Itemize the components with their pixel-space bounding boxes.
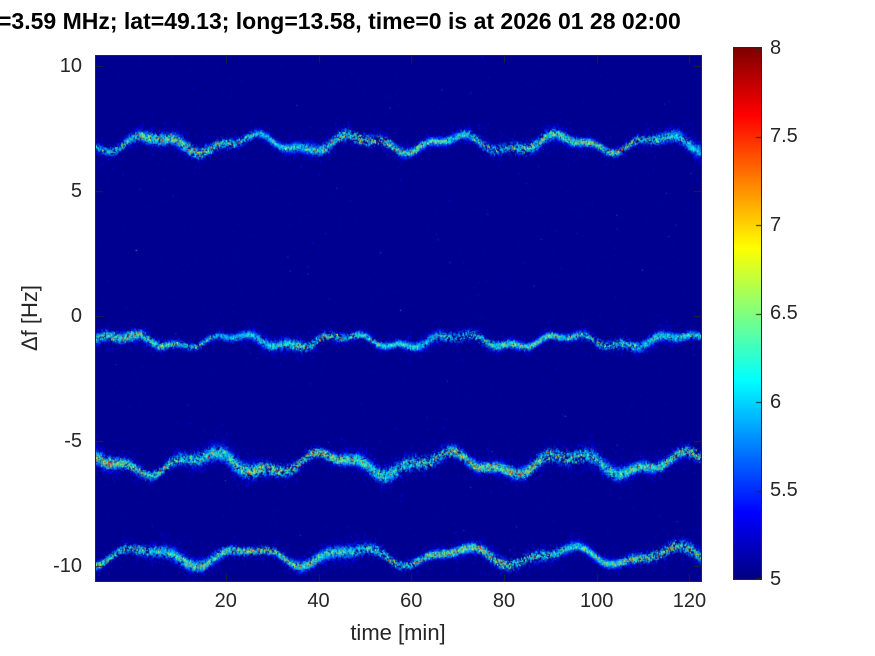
- x-tick-label: 100: [580, 590, 614, 612]
- y-tick-label: 10: [59, 55, 82, 77]
- colorbar-gradient-canvas: [734, 48, 761, 579]
- colorbar-tick-label: 6: [770, 390, 782, 413]
- x-tick-label: 120: [672, 590, 707, 612]
- x-tick-label: 40: [307, 590, 330, 612]
- x-tick-label: 60: [400, 590, 423, 612]
- x-tick-label: 80: [492, 590, 516, 612]
- colorbar-tick-label: 7.5: [770, 125, 798, 147]
- colorbar-tick-label: 8: [770, 36, 782, 59]
- spectrogram-canvas: [96, 56, 701, 581]
- x-axis-label: time [min]: [350, 620, 446, 645]
- colorbar-tick-label: 5.5: [770, 479, 798, 501]
- y-tick-label: -10: [53, 555, 82, 577]
- colorbar-tick-label: 7: [770, 213, 782, 236]
- y-tick-label: -5: [64, 430, 82, 452]
- colorbar: [733, 47, 762, 580]
- y-tick-label: 0: [70, 305, 82, 327]
- colorbar-tick-label: 6.5: [770, 302, 798, 324]
- plot-area: [95, 55, 702, 582]
- y-tick-label: 5: [70, 180, 82, 202]
- chart-title: =3.59 MHz; lat=49.13; long=13.58, time=0…: [0, 8, 681, 34]
- x-tick-label: 20: [214, 590, 237, 612]
- colorbar-tick-label: 5: [770, 567, 782, 590]
